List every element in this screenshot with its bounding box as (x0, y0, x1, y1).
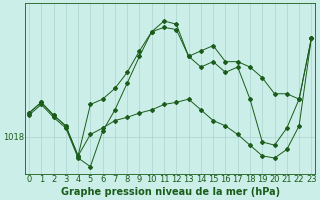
X-axis label: Graphe pression niveau de la mer (hPa): Graphe pression niveau de la mer (hPa) (60, 187, 280, 197)
